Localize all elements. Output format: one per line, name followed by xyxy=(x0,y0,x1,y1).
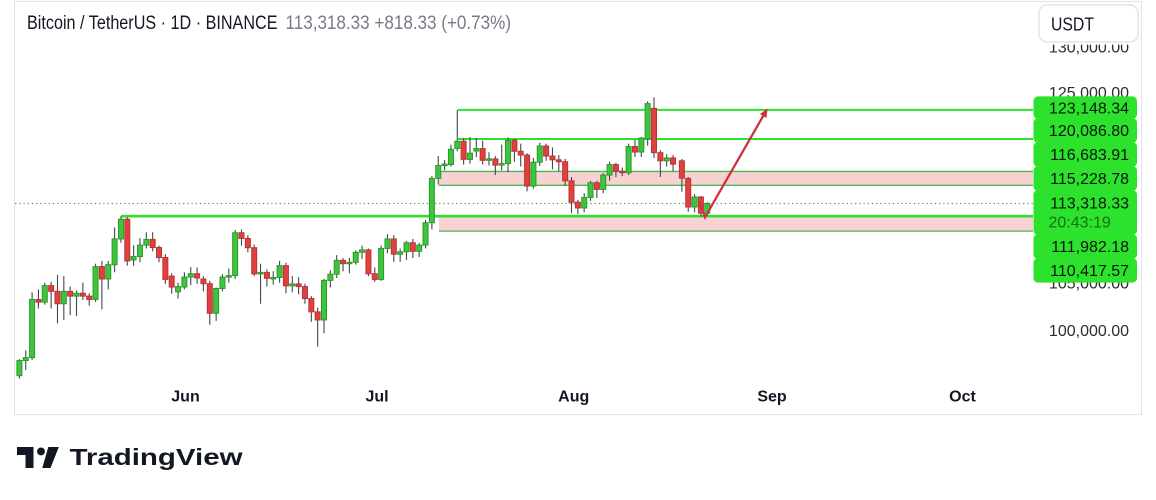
svg-text:111,982.18: 111,982.18 xyxy=(1051,239,1129,256)
svg-text:110,417.57: 110,417.57 xyxy=(1050,263,1129,280)
svg-text:116,683.91: 116,683.91 xyxy=(1050,147,1129,164)
svg-text:Bitcoin / TetherUS · 1D · BINA: Bitcoin / TetherUS · 1D · BINANCE xyxy=(27,13,278,34)
svg-text:Jul: Jul xyxy=(365,389,388,406)
svg-text:130,000.00: 130,000.00 xyxy=(1049,40,1129,57)
svg-text:115,228.78: 115,228.78 xyxy=(1050,171,1129,188)
svg-text:123,148.34: 123,148.34 xyxy=(1049,100,1129,117)
svg-text:113,318.33: 113,318.33 xyxy=(1050,196,1129,213)
svg-text:Aug: Aug xyxy=(558,389,589,406)
svg-text:Jun: Jun xyxy=(171,389,199,406)
svg-text:Sep: Sep xyxy=(757,389,787,406)
svg-text:USDT: USDT xyxy=(1051,14,1094,35)
svg-text:100,000.00: 100,000.00 xyxy=(1049,323,1129,340)
svg-text:TradingView: TradingView xyxy=(70,444,244,470)
svg-text:113,318.33 +818.33 (+0.73%): 113,318.33 +818.33 (+0.73%) xyxy=(286,13,512,34)
svg-text:20:43:19: 20:43:19 xyxy=(1049,214,1111,231)
svg-text:Oct: Oct xyxy=(949,389,976,406)
svg-text:120,086.80: 120,086.80 xyxy=(1049,123,1129,140)
